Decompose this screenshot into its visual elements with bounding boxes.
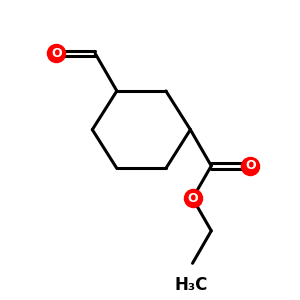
Text: H₃C: H₃C	[174, 276, 208, 294]
Text: O: O	[187, 192, 198, 205]
Text: O: O	[245, 159, 256, 172]
Text: O: O	[51, 47, 62, 60]
